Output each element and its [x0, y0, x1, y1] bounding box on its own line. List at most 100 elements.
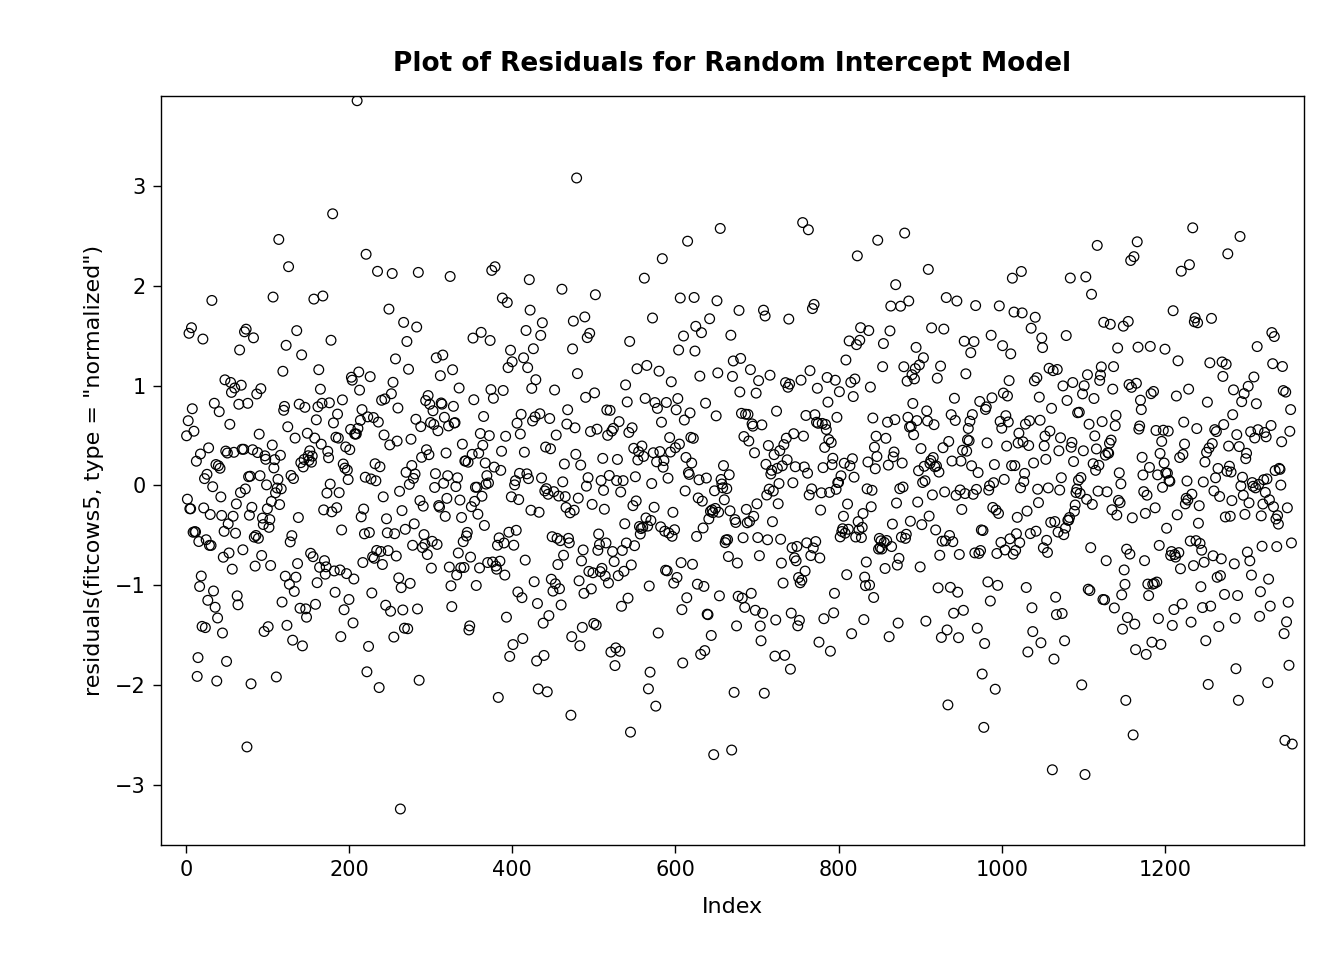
- Point: [999, 372, 1020, 388]
- Point: [1071, 386, 1093, 401]
- Point: [1074, 767, 1095, 782]
- Point: [1156, 520, 1177, 536]
- Point: [563, 502, 585, 517]
- Point: [508, 492, 530, 507]
- Point: [1016, 580, 1038, 595]
- Point: [544, 382, 566, 397]
- Point: [1216, 464, 1238, 479]
- Point: [1257, 471, 1278, 487]
- Point: [677, 465, 699, 480]
- Point: [202, 479, 223, 494]
- Point: [931, 534, 953, 549]
- Point: [1161, 544, 1183, 560]
- Point: [915, 613, 937, 629]
- Point: [1218, 246, 1239, 261]
- Point: [808, 416, 829, 431]
- Point: [868, 541, 890, 557]
- Point: [751, 606, 773, 621]
- Point: [496, 610, 517, 625]
- Point: [469, 426, 491, 442]
- Point: [706, 293, 727, 308]
- Point: [870, 540, 891, 555]
- Point: [339, 591, 360, 607]
- Point: [909, 357, 930, 372]
- Point: [454, 453, 476, 468]
- Point: [843, 389, 864, 404]
- Point: [223, 444, 245, 460]
- Point: [781, 606, 802, 621]
- Point: [1222, 407, 1243, 422]
- Point: [477, 475, 499, 491]
- Point: [271, 364, 293, 379]
- Point: [298, 444, 321, 459]
- Point: [773, 575, 794, 590]
- Point: [829, 384, 851, 399]
- Point: [552, 547, 574, 563]
- Point: [980, 593, 1001, 609]
- Point: [1046, 607, 1067, 622]
- Point: [301, 454, 323, 469]
- Point: [388, 484, 410, 499]
- Point: [715, 532, 737, 547]
- Point: [694, 579, 715, 594]
- Point: [879, 629, 900, 644]
- Point: [512, 631, 534, 646]
- Point: [258, 519, 280, 535]
- Point: [1055, 328, 1077, 344]
- Point: [823, 450, 844, 466]
- Point: [665, 402, 687, 418]
- Point: [304, 292, 325, 307]
- Point: [710, 221, 731, 236]
- Point: [821, 457, 843, 472]
- Point: [517, 471, 539, 487]
- Point: [1097, 444, 1118, 460]
- Point: [366, 473, 387, 489]
- Point: [446, 470, 468, 486]
- Point: [788, 618, 809, 634]
- Point: [281, 468, 302, 483]
- Point: [406, 320, 427, 335]
- Point: [1241, 424, 1262, 440]
- Point: [919, 456, 941, 471]
- Point: [1271, 359, 1293, 374]
- Point: [812, 416, 833, 431]
- Point: [1150, 434, 1172, 449]
- Point: [422, 534, 444, 549]
- Point: [1249, 609, 1270, 624]
- Point: [433, 475, 454, 491]
- Point: [363, 410, 384, 425]
- Point: [458, 618, 481, 634]
- Point: [852, 519, 874, 535]
- Point: [593, 483, 614, 498]
- Point: [1138, 460, 1160, 475]
- Point: [739, 514, 761, 529]
- Point: [656, 395, 677, 410]
- Point: [1212, 417, 1234, 432]
- Point: [495, 567, 516, 583]
- Point: [887, 615, 909, 631]
- Point: [1013, 474, 1035, 490]
- Point: [1191, 542, 1212, 558]
- Point: [829, 529, 851, 544]
- Point: [250, 381, 271, 396]
- Point: [328, 430, 349, 445]
- Point: [671, 602, 692, 617]
- Point: [964, 545, 985, 561]
- Point: [1093, 591, 1114, 607]
- Point: [1091, 414, 1113, 429]
- Point: [1066, 481, 1087, 496]
- Point: [1223, 382, 1245, 397]
- Point: [832, 521, 853, 537]
- Point: [1063, 504, 1085, 519]
- Point: [241, 499, 262, 515]
- Point: [434, 410, 456, 425]
- Point: [667, 570, 688, 586]
- Point: [1051, 606, 1073, 621]
- Point: [621, 557, 642, 572]
- Point: [1179, 257, 1200, 273]
- Point: [445, 479, 466, 494]
- Point: [396, 334, 418, 349]
- Point: [1120, 252, 1141, 268]
- Point: [191, 618, 212, 634]
- Point: [559, 505, 581, 520]
